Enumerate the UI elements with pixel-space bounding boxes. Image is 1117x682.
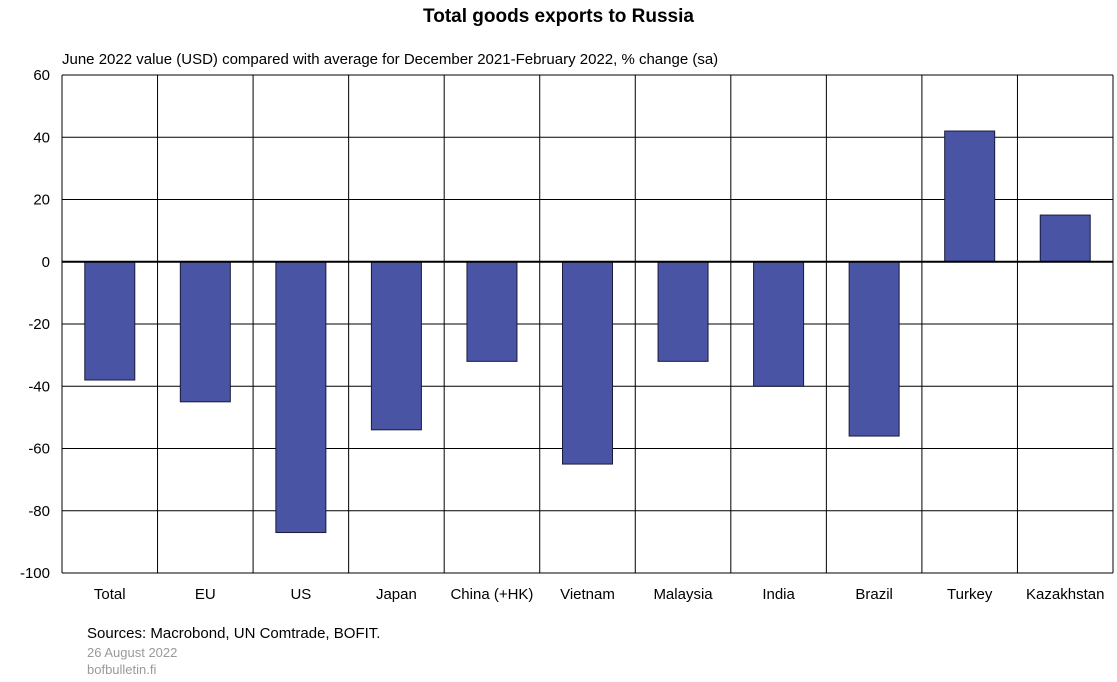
bar <box>944 130 996 263</box>
x-tick-label: Turkey <box>947 586 993 603</box>
x-tick-label: Malaysia <box>653 586 713 603</box>
y-tick-label: -80 <box>28 503 50 520</box>
chart-title: Total goods exports to Russia <box>423 6 694 27</box>
sources-note: Sources: Macrobond, UN Comtrade, BOFIT. <box>87 625 381 642</box>
bar <box>179 261 231 403</box>
x-tick-label: India <box>762 586 795 603</box>
y-tick-label: 40 <box>33 129 50 146</box>
bar <box>562 261 613 465</box>
y-tick-labels: 60 40 20 0 -20 -40 -60 -80 -100 <box>20 67 50 582</box>
y-tick-label: 0 <box>42 254 50 271</box>
x-tick-label: Vietnam <box>560 586 615 603</box>
bar <box>370 261 422 431</box>
site-link[interactable]: bofbulletin.fi <box>87 662 157 677</box>
x-tick-label: Kazakhstan <box>1026 586 1104 603</box>
x-tick-labels: Total EU US Japan China (+HK) Vietnam Malaysia… <box>94 586 1104 603</box>
bar <box>466 261 518 362</box>
grid-lines <box>61 74 1114 574</box>
y-tick-label: 20 <box>33 192 50 209</box>
y-tick-label: -60 <box>28 441 50 458</box>
chart-subtitle: June 2022 value (USD) compared with aver… <box>62 51 719 68</box>
publication-date: 26 August 2022 <box>87 645 178 660</box>
bar <box>275 261 327 534</box>
y-tick-label: -100 <box>20 565 50 582</box>
y-tick-label: 60 <box>33 67 50 84</box>
bar <box>848 261 900 437</box>
bar <box>84 261 136 381</box>
x-tick-label: Brazil <box>855 586 893 603</box>
bars <box>84 130 1091 534</box>
bar <box>657 261 709 362</box>
x-tick-label: Total <box>94 586 126 603</box>
y-tick-label: -40 <box>28 378 50 395</box>
y-tick-label: -20 <box>28 316 50 333</box>
x-tick-label: EU <box>195 586 216 603</box>
bar <box>1039 214 1091 263</box>
x-tick-label: Japan <box>376 586 417 603</box>
bar <box>753 261 805 387</box>
x-tick-label: China (+HK) <box>450 586 533 603</box>
x-tick-label: US <box>290 586 311 603</box>
